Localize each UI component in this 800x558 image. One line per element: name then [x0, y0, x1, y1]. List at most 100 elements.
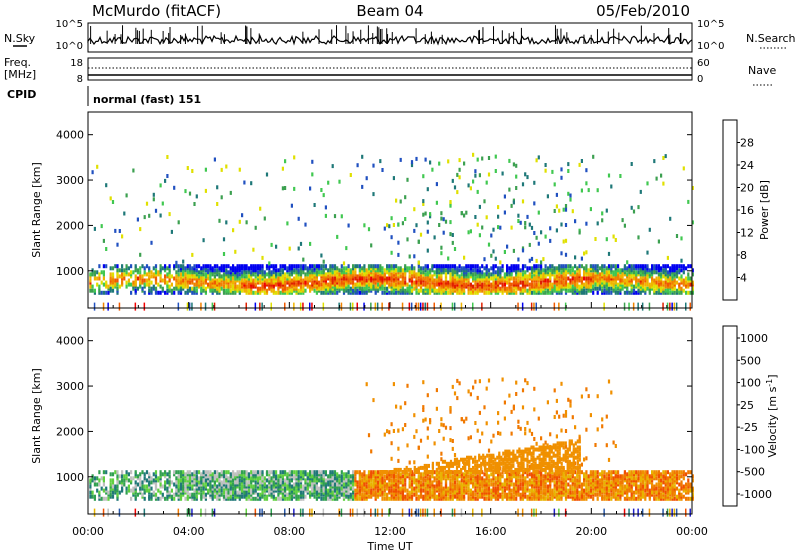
velocity-cell	[178, 509, 180, 517]
power-cell	[472, 268, 474, 272]
power-cell	[644, 287, 646, 291]
velocity-cell	[241, 485, 243, 489]
power-cell	[429, 283, 431, 287]
power-cell	[463, 256, 465, 260]
power-cell	[162, 266, 164, 270]
power-cell	[633, 285, 635, 289]
velocity-cell	[332, 476, 334, 480]
power-cell	[637, 264, 639, 268]
power-cell	[221, 274, 223, 278]
velocity-cell	[252, 485, 254, 489]
velocity-cell	[334, 483, 336, 487]
power-cell	[690, 283, 692, 287]
power-cell	[293, 303, 295, 311]
power-cell	[135, 303, 137, 311]
power-cell	[413, 270, 415, 274]
power-cell	[103, 283, 105, 287]
velocity-cell	[232, 487, 234, 491]
velocity-cell	[415, 429, 417, 433]
power-cell	[676, 303, 678, 311]
power-cell	[157, 291, 159, 295]
beam-label: Beam 04	[356, 2, 423, 20]
power-cell	[252, 264, 254, 268]
power-cell	[656, 291, 658, 295]
power-cell	[585, 277, 587, 281]
velocity-cell	[203, 470, 205, 474]
velocity-cell	[327, 474, 329, 478]
power-cell	[474, 215, 476, 219]
power-cell	[477, 283, 479, 287]
power-cell	[427, 187, 429, 191]
velocity-cell	[94, 483, 96, 487]
velocity-cell	[409, 491, 411, 495]
velocity-cell	[178, 470, 180, 474]
power-cell	[388, 283, 390, 287]
power-cell	[128, 279, 130, 283]
power-cell	[123, 272, 125, 276]
velocity-cell	[413, 413, 415, 417]
power-cell	[336, 266, 338, 270]
power-cell	[132, 169, 134, 173]
velocity-cell	[205, 493, 207, 497]
power-cell	[302, 285, 304, 289]
power-cell	[425, 158, 427, 162]
velocity-cell	[357, 509, 359, 517]
power-cell	[375, 303, 377, 311]
velocity-cell	[184, 472, 186, 476]
power-cell	[415, 157, 417, 161]
power-cell	[348, 264, 350, 268]
power-cell	[624, 279, 626, 283]
velocity-cell	[440, 485, 442, 489]
power-cell	[348, 285, 350, 289]
power-cell	[144, 283, 146, 287]
power-cell	[107, 285, 109, 289]
power-cell	[198, 270, 200, 274]
power-cell	[277, 287, 279, 291]
power-cell	[334, 264, 336, 268]
velocity-cell	[456, 379, 458, 383]
velocity-cell	[198, 470, 200, 474]
power-cell	[137, 268, 139, 272]
power-cell	[110, 287, 112, 291]
power-cell	[431, 285, 433, 289]
power-cell	[413, 229, 415, 233]
power-cell	[420, 303, 422, 311]
power-cell	[259, 303, 261, 311]
velocity-cell	[470, 489, 472, 493]
velocity-cell	[295, 470, 297, 474]
power-cell	[259, 281, 261, 285]
power-cell	[479, 205, 481, 209]
power-cell	[323, 260, 325, 264]
power-cell	[551, 170, 553, 174]
velocity-cell	[221, 470, 223, 474]
power-cell	[368, 289, 370, 293]
power-cell	[483, 266, 485, 270]
velocity-cell	[404, 401, 406, 405]
velocity-cell	[275, 470, 277, 474]
velocity-cell	[334, 470, 336, 474]
power-cell	[363, 223, 365, 227]
power-cell	[415, 277, 417, 281]
velocity-cell	[434, 485, 436, 489]
y-tick-label: 2000	[56, 219, 84, 232]
velocity-cell	[341, 470, 343, 474]
power-cell	[452, 277, 454, 281]
power-cell	[422, 213, 424, 217]
velocity-cell	[162, 485, 164, 489]
power-cell	[130, 264, 132, 268]
power-cell	[354, 264, 356, 268]
power-cell	[116, 279, 118, 283]
velocity-cell	[286, 493, 288, 497]
freq-unit: [MHz]	[4, 68, 36, 81]
power-cell	[440, 211, 442, 215]
power-cell	[545, 283, 547, 287]
velocity-cell	[112, 478, 114, 482]
velocity-cell	[126, 487, 128, 491]
power-cell	[606, 270, 608, 274]
power-cell	[218, 219, 220, 223]
velocity-cell	[422, 489, 424, 493]
power-cell	[121, 234, 123, 238]
velocity-cell	[298, 483, 300, 487]
velocity-cell	[155, 470, 157, 474]
power-cell	[588, 188, 590, 192]
